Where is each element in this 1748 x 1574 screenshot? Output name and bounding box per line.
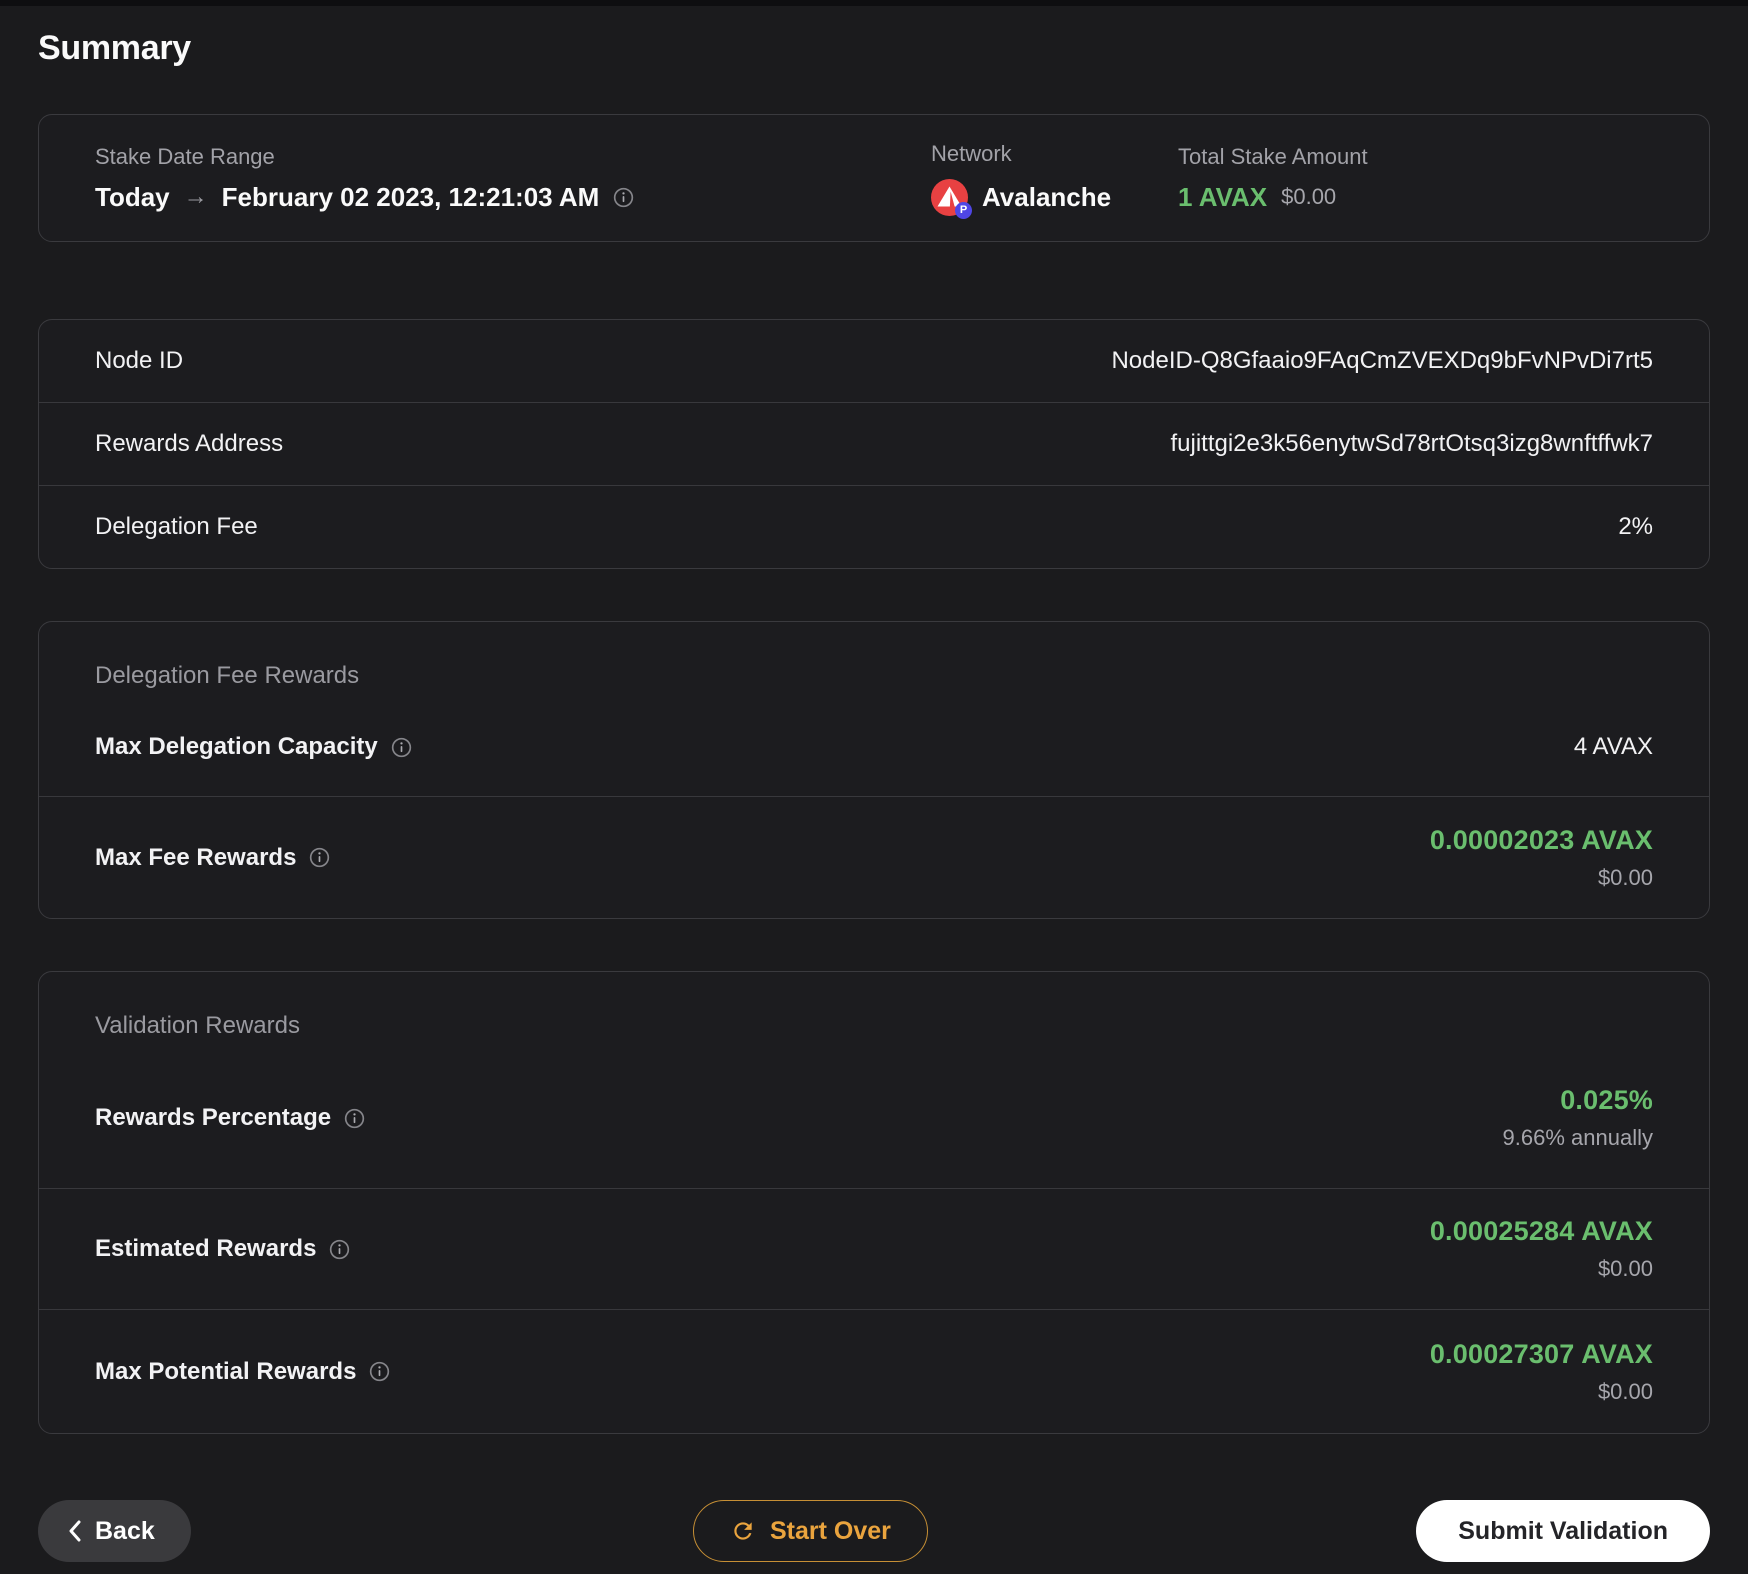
node-details-card: Node ID NodeID-Q8Gfaaio9FAqCmZVEXDq9bFvN… [38, 319, 1710, 569]
info-icon[interactable] [344, 1108, 365, 1129]
total-stake-label: Total Stake Amount [1178, 143, 1368, 169]
validation-rewards-title: Validation Rewards [95, 1012, 300, 1039]
avalanche-logo-icon: P [931, 178, 972, 219]
network-name: Avalanche [982, 181, 1112, 212]
chevron-left-icon [68, 1520, 81, 1542]
actions-bar: Back Start Over Submit Validation [38, 1500, 1710, 1562]
stake-date-from: Today [95, 181, 170, 212]
max-fee-rewards-row: Max Fee Rewards 0.00002023 AVAX $0.00 [39, 796, 1709, 918]
stake-date-range-label: Stake Date Range [95, 143, 275, 169]
total-stake-amount: 1 AVAX [1178, 181, 1268, 212]
rewards-percentage-label: Rewards Percentage [95, 1104, 332, 1131]
max-delegation-capacity-value: 4 AVAX [1573, 733, 1653, 760]
p-chain-badge: P [955, 201, 972, 219]
back-button-label: Back [95, 1516, 155, 1545]
back-button[interactable]: Back [38, 1500, 191, 1562]
max-fee-rewards-value: 0.00002023 AVAX [1429, 824, 1653, 855]
top-strip [0, 0, 1748, 6]
network-label: Network [931, 140, 1012, 166]
submit-validation-button[interactable]: Submit Validation [1416, 1500, 1710, 1562]
submit-validation-button-label: Submit Validation [1458, 1516, 1668, 1545]
node-id-value: NodeID-Q8Gfaaio9FAqCmZVEXDq9bFvNPvDi7rt5 [1111, 347, 1653, 374]
rewards-address-value: fujittgi2e3k56enytwSd78rtOtsq3izg8wnftff… [1170, 430, 1654, 457]
info-icon[interactable] [391, 737, 412, 758]
rewards-percentage-row: Rewards Percentage 0.025% 9.66% annually [39, 1048, 1709, 1188]
estimated-rewards-value: 0.00025284 AVAX [1429, 1216, 1653, 1246]
node-id-label: Node ID [95, 347, 184, 374]
delegation-fee-value: 2% [1618, 513, 1653, 540]
total-stake-fiat: $0.00 [1281, 184, 1337, 209]
summary-page: Summary Stake Date Range Today → Februar… [0, 6, 1748, 1562]
max-potential-rewards-value: 0.00027307 AVAX [1429, 1338, 1653, 1369]
info-icon[interactable] [329, 1239, 350, 1260]
rewards-address-label: Rewards Address [95, 430, 284, 457]
estimated-rewards-label: Estimated Rewards [95, 1235, 317, 1262]
max-potential-rewards-fiat: $0.00 [1597, 1378, 1653, 1404]
total-stake-block: Total Stake Amount 1 AVAX $0.00 [1178, 144, 1653, 213]
validation-rewards-card: Validation Rewards Rewards Percentage 0.… [38, 971, 1710, 1434]
overview-card: Stake Date Range Today → February 02 202… [38, 114, 1710, 242]
page-title: Summary [38, 29, 191, 67]
max-potential-rewards-label: Max Potential Rewards [95, 1357, 357, 1385]
rewards-percentage-value: 0.025% [1560, 1085, 1653, 1115]
table-row: Rewards Address fujittgi2e3k56enytwSd78r… [39, 402, 1709, 485]
arrow-right-icon: → [183, 183, 208, 210]
table-row: Node ID NodeID-Q8Gfaaio9FAqCmZVEXDq9bFvN… [39, 320, 1709, 402]
delegation-fee-rewards-title: Delegation Fee Rewards [95, 662, 360, 689]
estimated-rewards-fiat: $0.00 [1597, 1256, 1653, 1281]
stake-date-to: February 02 2023, 12:21:03 AM [221, 181, 600, 212]
max-delegation-capacity-label: Max Delegation Capacity [95, 733, 378, 760]
delegation-fee-label: Delegation Fee [95, 513, 258, 540]
start-over-button-label: Start Over [770, 1516, 891, 1545]
max-fee-rewards-fiat: $0.00 [1597, 864, 1653, 890]
info-icon[interactable] [613, 187, 634, 208]
stake-date-range-block: Stake Date Range Today → February 02 202… [95, 144, 931, 213]
rewards-percentage-annual: 9.66% annually [1502, 1125, 1653, 1150]
start-over-button[interactable]: Start Over [693, 1500, 928, 1562]
max-fee-rewards-label: Max Fee Rewards [95, 843, 297, 871]
max-potential-rewards-row: Max Potential Rewards 0.00027307 AVAX $0… [39, 1309, 1709, 1433]
delegation-fee-rewards-card: Delegation Fee Rewards Max Delegation Ca… [38, 621, 1710, 919]
info-icon[interactable] [309, 847, 330, 868]
refresh-icon [730, 1518, 756, 1544]
network-block: Network P Avalanche [931, 140, 1178, 219]
info-icon[interactable] [369, 1361, 390, 1382]
estimated-rewards-row: Estimated Rewards 0.00025284 AVAX $0.00 [39, 1188, 1709, 1309]
max-delegation-capacity-row: Max Delegation Capacity 4 AVAX [39, 698, 1709, 796]
table-row: Delegation Fee 2% [39, 485, 1709, 568]
